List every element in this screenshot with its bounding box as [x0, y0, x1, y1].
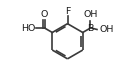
Text: F: F — [65, 7, 70, 16]
Text: O: O — [41, 10, 48, 19]
Text: B: B — [87, 24, 94, 33]
Text: HO: HO — [21, 24, 36, 33]
Text: OH: OH — [99, 25, 113, 34]
Text: OH: OH — [83, 10, 97, 19]
